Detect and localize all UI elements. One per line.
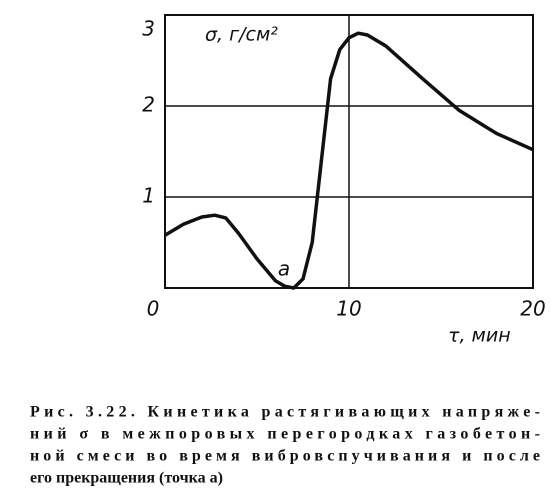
x-tick-label: 0 [147,297,160,321]
caption-line: его прекращения (точка a) [30,470,223,487]
x-axis-label: τ, мин [448,325,511,347]
x-tick-label: 20 [520,297,545,321]
x-tick-label: 10 [336,297,361,321]
point-annotation: a [278,257,290,281]
y-tick-label: 3 [142,17,155,41]
data-line [164,31,534,290]
y-axis-label: σ, г/см² [205,24,278,46]
caption-line: ной смеси во время вибровспучивания и по… [30,448,540,465]
caption-line: Рис. 3.22. Кинетика растягивающих напряж… [30,404,540,421]
y-tick-label: 1 [142,184,155,208]
caption-line: ний σ в межпоровых перегородках газобето… [30,426,540,443]
y-tick-label: 2 [142,93,155,117]
